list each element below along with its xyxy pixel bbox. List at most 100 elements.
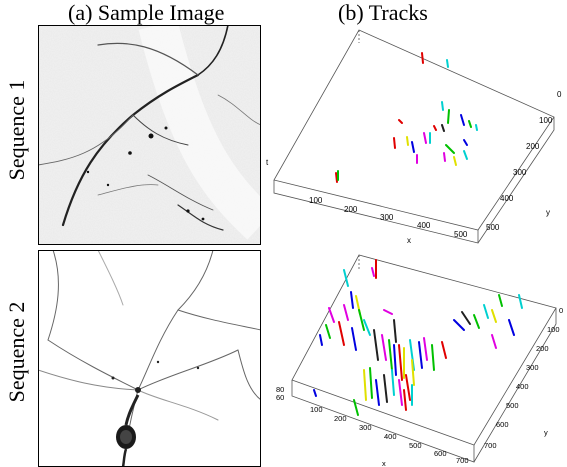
track-segment (441, 101, 444, 111)
track-segment (338, 321, 345, 346)
track-segment (405, 374, 411, 401)
plot2-x-tick: 400 (384, 432, 397, 441)
plot2-x-tick: 100 (310, 405, 323, 414)
track-segment (475, 124, 478, 131)
track-segment (350, 291, 354, 309)
plot2-x-tick: 600 (434, 449, 447, 458)
track-segment (313, 389, 317, 397)
plot1-x-tick: 500 (454, 230, 468, 239)
plot2-y-tick: 600 (496, 420, 509, 429)
track-segment (335, 172, 338, 183)
column-title-sample-image: (a) Sample Image (68, 0, 225, 25)
track-segment (453, 156, 457, 166)
track-segment (423, 337, 428, 361)
plot2-x-tick: 200 (334, 414, 347, 423)
plot2-z-tick: 60 (276, 393, 284, 402)
plot2-y-tick: 400 (516, 382, 529, 391)
sample-image-sequence-1 (38, 25, 261, 245)
plot1-x-tick: 300 (380, 213, 394, 222)
track-segment (393, 319, 397, 343)
track-segment (398, 119, 403, 124)
track-segment (358, 309, 365, 331)
track-segment (375, 379, 380, 406)
plot1-y-tick: 300 (513, 168, 527, 177)
track-segment (498, 294, 503, 307)
plot1-z-label: t (266, 158, 269, 167)
plot2-y-tick: 500 (506, 401, 519, 410)
track-segment (461, 311, 471, 325)
track-segment (441, 341, 447, 359)
track-segment (373, 329, 379, 361)
plot2-y-label: y (544, 428, 548, 437)
track-segment (371, 267, 375, 277)
plot2-y-tick: 100 (547, 325, 560, 334)
plot2-z-tick: 80 (276, 385, 284, 394)
plot2-x-tick: 700 (456, 456, 469, 465)
plot2-box (291, 254, 557, 463)
track-segment (491, 334, 497, 349)
column-title-tracks: (b) Tracks (338, 0, 428, 25)
plot2-x-tick: 300 (359, 423, 372, 432)
track-segment (518, 294, 523, 309)
track-segment (433, 125, 437, 131)
track-segment (443, 152, 446, 162)
track-segment (406, 136, 409, 146)
track-segment (423, 132, 427, 144)
track-segment (343, 304, 349, 321)
track-segment (445, 144, 455, 154)
track-segment (391, 369, 395, 396)
plot1-box (273, 29, 555, 244)
track-segment (411, 141, 415, 153)
track-segment (463, 150, 468, 160)
plot1-x-label: x (407, 236, 411, 245)
track-segment (381, 334, 387, 361)
plot1-y-tick: 0 (557, 90, 562, 99)
row-label-sequence-2: Sequence 2 (4, 301, 29, 403)
plot1-y-tick: 200 (526, 142, 540, 151)
track-segment (363, 319, 371, 336)
track-segment (446, 59, 449, 68)
track-segment (369, 367, 373, 399)
sample-image-sequence-2 (38, 250, 261, 467)
track-segment (383, 374, 388, 403)
plot1-y-tick: 100 (539, 116, 553, 125)
track-segment (393, 344, 397, 376)
plot1-x-tick: 100 (309, 196, 323, 205)
tracks-plot-sequence-1: 100 200 300 400 500 0 100 200 300 400 50… (266, 29, 562, 245)
track-segment (343, 269, 349, 287)
track-segment (398, 379, 403, 406)
track-segment (453, 319, 465, 331)
track-segment (325, 324, 331, 339)
track-segment (393, 137, 396, 149)
row-label-sequence-1: Sequence 1 (4, 79, 29, 181)
track-segment (398, 344, 403, 381)
plot2-y-tick: 700 (484, 441, 497, 450)
track-segment (353, 399, 359, 416)
plot2-x-tick: 500 (409, 441, 422, 450)
track-segment (411, 359, 415, 386)
plot2-y-tick: 0 (559, 306, 563, 315)
plot1-y-tick: 400 (500, 194, 514, 203)
track-segment (460, 114, 465, 126)
track-segment (328, 307, 335, 323)
track-segment (473, 314, 480, 329)
track-segment (363, 369, 367, 401)
track-segment (351, 327, 357, 351)
track-segment (508, 319, 515, 336)
plot1-y-label: y (546, 208, 550, 217)
plot1-y-tick: 500 (486, 223, 500, 232)
track-segment (468, 120, 472, 128)
track-segment (403, 389, 407, 411)
plot1-x-tick: 400 (417, 221, 431, 230)
plot2-tracks (313, 259, 523, 416)
plot2-y-tick: 200 (536, 344, 549, 353)
plot1-x-tick: 200 (344, 205, 358, 214)
track-segment (383, 309, 393, 315)
plot2-y-tick: 300 (526, 363, 539, 372)
track-segment (319, 334, 323, 346)
track-segment (418, 341, 423, 369)
plot1-tracks (335, 52, 478, 183)
track-segment (388, 339, 393, 371)
tracks-plot-sequence-2: 80 60 100 200 300 400 500 600 700 0 100 … (276, 254, 563, 467)
track-segment (447, 109, 450, 124)
